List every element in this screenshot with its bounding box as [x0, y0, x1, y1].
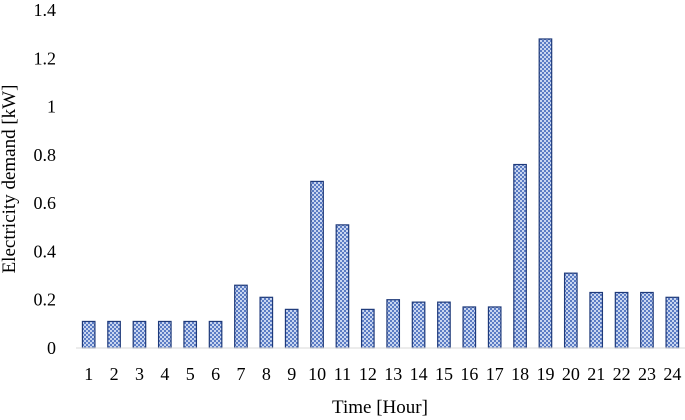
bar-hour-15: [437, 301, 451, 349]
x-axis-title: Time [Hour]: [332, 397, 428, 418]
x-tick-label: 19: [536, 364, 554, 384]
x-tick-label: 4: [160, 364, 169, 384]
x-tick-label: 23: [638, 364, 656, 384]
bar-hour-16: [462, 306, 477, 349]
bar-hour-23: [640, 291, 654, 349]
bar-hour-18: [513, 163, 527, 349]
bar-hour-17: [487, 306, 502, 349]
bar-hour-19: [538, 38, 553, 349]
y-tick-label: 0.4: [34, 241, 57, 261]
x-tick-label: 6: [211, 364, 220, 384]
bars: [81, 38, 680, 349]
bar-hour-3: [132, 320, 147, 349]
x-axis-ticks: 1 2 3 4 5 6 7 8 9 10 11 12 13 14 15 16 17 18 19 20 21 22 23 24: [84, 364, 681, 384]
bar-hour-4: [157, 320, 172, 349]
x-tick-label: 2: [110, 364, 119, 384]
bar-hour-20: [563, 272, 578, 349]
x-tick-label: 3: [135, 364, 144, 384]
y-tick-label: 0.6: [34, 193, 57, 213]
y-axis-ticks: 0 0.2 0.4 0.6 0.8 1 1.2 1.4: [34, 0, 57, 358]
bar-hour-13: [386, 299, 401, 349]
y-tick-label: 0.8: [34, 145, 57, 165]
x-tick-label: 16: [460, 364, 478, 384]
bar-hour-14: [411, 301, 426, 349]
x-tick-label: 17: [486, 364, 504, 384]
bar-hour-11: [335, 224, 350, 349]
x-tick-label: 9: [287, 364, 296, 384]
y-tick-label: 1.2: [34, 48, 57, 68]
x-tick-label: 20: [562, 364, 580, 384]
bar-hour-8: [259, 296, 274, 349]
bar-hour-12: [360, 308, 375, 349]
y-tick-label: 1.4: [34, 0, 57, 20]
x-tick-label: 18: [511, 364, 529, 384]
x-tick-label: 24: [663, 364, 681, 384]
x-tick-label: 12: [359, 364, 377, 384]
x-tick-label: 22: [613, 364, 631, 384]
y-axis-title: Electricity demand [kW]: [0, 85, 20, 274]
x-tick-label: 7: [236, 364, 245, 384]
y-tick-label: 0.2: [34, 290, 57, 310]
bar-hour-6: [208, 320, 223, 349]
bar-hour-9: [284, 308, 299, 349]
bar-hour-22: [614, 291, 629, 349]
y-tick-label: 0: [47, 338, 56, 358]
x-tick-label: 1: [84, 364, 93, 384]
x-tick-label: 10: [308, 364, 326, 384]
bar-hour-24: [665, 296, 680, 349]
x-tick-label: 5: [186, 364, 195, 384]
bar-hour-2: [107, 320, 121, 349]
bar-hour-21: [589, 291, 604, 349]
bar-hour-7: [234, 284, 248, 349]
bar-hour-5: [183, 320, 198, 349]
x-tick-label: 11: [334, 364, 351, 384]
x-tick-label: 14: [410, 364, 428, 384]
x-tick-label: 15: [435, 364, 453, 384]
y-tick-label: 1: [47, 97, 56, 117]
bar-hour-10: [310, 180, 324, 349]
x-tick-label: 8: [262, 364, 271, 384]
x-tick-label: 13: [384, 364, 402, 384]
x-tick-label: 21: [587, 364, 605, 384]
bar-hour-1: [81, 320, 96, 349]
